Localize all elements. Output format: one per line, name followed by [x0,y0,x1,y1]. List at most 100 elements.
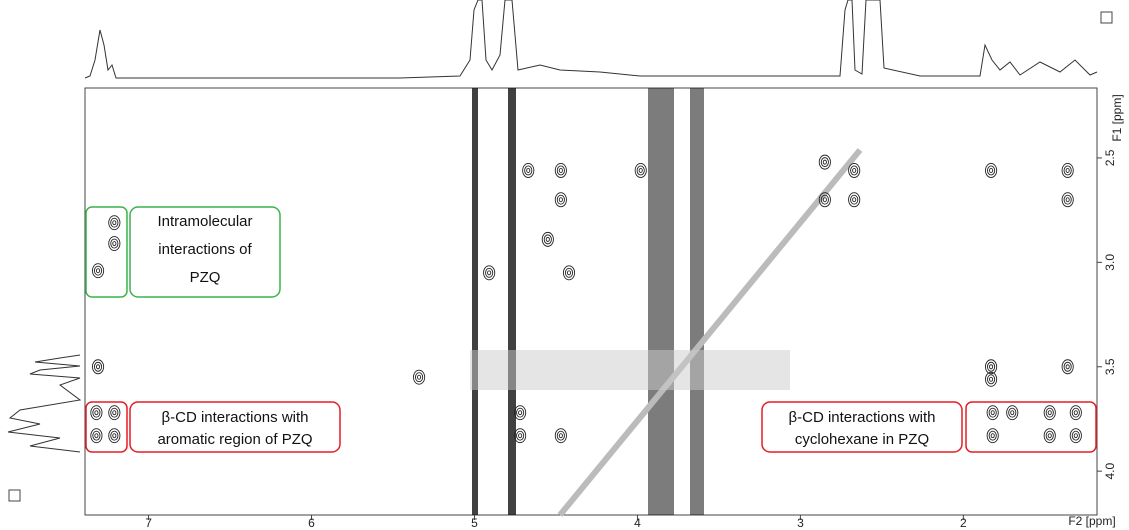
annotation: Intramolecular [157,213,252,230]
cross-peak [853,168,856,172]
highlight-box [86,402,127,452]
cross-peak [95,411,98,415]
cross-peak [1064,195,1071,204]
x-tick-label: 4 [634,516,641,530]
cross-peak [113,434,116,438]
cross-peak [113,221,116,225]
cross-peak [637,166,644,175]
cross-peak [517,408,524,417]
y-tick-label: 2.5 [1103,149,1117,166]
cross-peak [851,195,858,204]
cross-peak [415,373,422,382]
y-axis-label: F1 [ppm] [1110,94,1124,141]
x-tick-label: 3 [797,516,804,530]
diagonal-band [470,350,790,390]
cross-peak [1066,365,1069,369]
x-tick-label: 5 [471,516,478,530]
cross-peak [113,242,116,246]
cross-peak [1074,411,1077,415]
annotation: cyclohexane in PZQ [795,431,929,448]
cross-peak [519,411,522,415]
cross-peak [1011,411,1014,415]
cross-peak [94,266,101,275]
cross-peak [93,408,100,417]
cross-peak [989,377,992,381]
stripe [472,88,478,515]
cross-peak [639,168,642,172]
cross-peak [1064,166,1071,175]
y-tick-label: 3.5 [1103,358,1117,375]
cross-peak [987,166,994,175]
cross-peak [987,362,994,371]
stripe [690,88,704,515]
cross-peak [1048,411,1051,415]
cross-peak [823,198,826,202]
cross-peak [559,198,562,202]
x-tick-label: 2 [960,516,967,530]
cross-peak [557,166,564,175]
cross-peak [546,237,549,241]
cross-peak [113,411,116,415]
x-tick-label: 7 [145,516,152,530]
cross-peak [823,160,826,164]
cross-peak [544,235,551,244]
cross-peak [525,166,532,175]
y-tick-label: 4.0 [1103,462,1117,479]
cross-peak [565,268,572,277]
annotation: β-CD interactions with [788,409,935,426]
cross-peak [1048,434,1051,438]
cross-peak [851,166,858,175]
cross-peak [989,365,992,369]
f1-projection [8,355,80,452]
annotation: aromatic region of PZQ [157,431,312,448]
cross-peak [989,168,992,172]
cross-peak [821,158,828,167]
annotation: interactions of [158,241,252,258]
cross-peak [1072,431,1079,440]
cross-peak [853,198,856,202]
cross-peak [1046,431,1053,440]
cross-peak [517,431,524,440]
f2-projection [85,0,1097,78]
cross-peak [991,411,994,415]
cross-peak [987,375,994,384]
cross-peak [1074,434,1077,438]
x-tick-label: 6 [308,516,315,530]
stripe [648,88,674,515]
cross-peak [989,408,996,417]
cross-peak [991,434,994,438]
cross-peak [96,365,99,369]
cross-peak [486,268,493,277]
cross-peak [1072,408,1079,417]
cross-peak [111,239,118,248]
highlight-box [86,207,127,297]
cross-peak [559,434,562,438]
cross-peak [559,168,562,172]
cross-peak [989,431,996,440]
x-axis-label: F2 [ppm] [1068,514,1115,528]
cross-peak [111,431,118,440]
corner-box [1101,12,1112,23]
annotation: PZQ [190,269,221,286]
cross-peak [417,375,420,379]
annotation: β-CD interactions with [161,409,308,426]
cross-peak [557,195,564,204]
cross-peak [1064,362,1071,371]
diagonal [560,150,860,515]
highlight-box [966,402,1096,452]
cross-peak [488,271,491,275]
cross-peak [1066,168,1069,172]
y-tick-label: 3.0 [1103,254,1117,271]
cross-peak [111,408,118,417]
corner-box [9,490,20,501]
cross-peak [93,431,100,440]
cross-peak [567,271,570,275]
cross-peak [1066,198,1069,202]
stripe [508,88,516,515]
cross-peak [519,434,522,438]
cross-peak [557,431,564,440]
nmr-spectrum: F2 [ppm] F1 [ppm] 7 6 5 4 3 2 2.5 3.0 3.5 4.0 Intr… [0,0,1129,530]
cross-peak [96,269,99,273]
cross-peak [111,218,118,227]
cross-peak [1009,408,1016,417]
